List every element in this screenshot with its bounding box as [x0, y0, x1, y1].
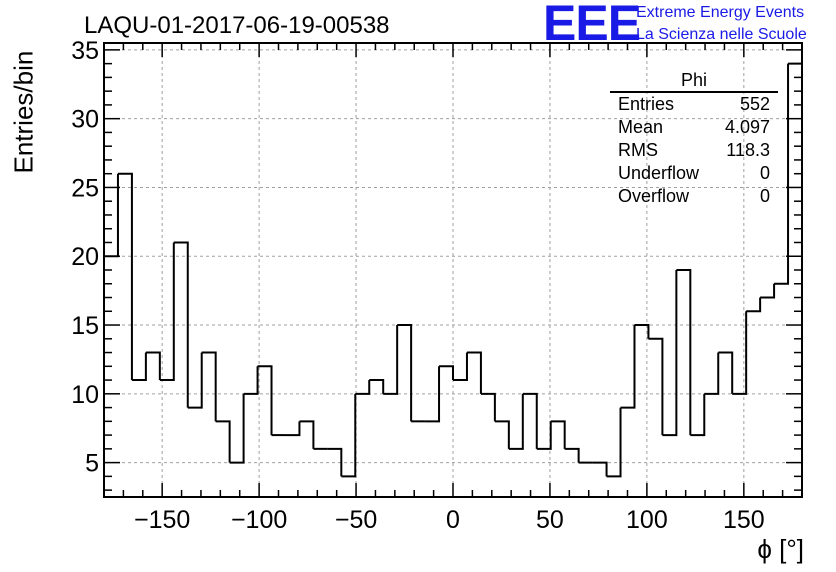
x-tick-label: 150: [723, 506, 765, 534]
stats-value: 118.3: [726, 140, 770, 160]
histogram-bin: [564, 447, 580, 463]
histogram-bin: [173, 241, 189, 408]
y-tick-label: 15: [71, 312, 99, 340]
histogram-bin: [215, 420, 231, 463]
histogram-bin: [131, 352, 147, 382]
x-tick-label: 50: [536, 506, 564, 534]
histogram-bin: [453, 352, 468, 382]
histogram-bin: [536, 421, 552, 450]
histogram-bin: [285, 421, 301, 437]
histogram-bin: [704, 352, 720, 395]
x-tick-label: −150: [134, 506, 190, 534]
stats-value: 552: [739, 94, 770, 114]
y-axis-label: Entries/bin: [8, 50, 39, 174]
stats-value: 4.097: [724, 117, 770, 137]
y-tick-label: 20: [71, 243, 99, 271]
stats-row-underflow: Underflow 0: [610, 162, 778, 185]
stats-row-overflow: Overflow 0: [610, 185, 778, 208]
y-tick-label: 10: [71, 381, 99, 409]
eee-logo: EEE: [543, 0, 641, 51]
histogram-bin: [746, 297, 762, 313]
stats-label: Underflow: [618, 163, 700, 183]
stats-value: 0: [759, 186, 770, 206]
histogram-bin: [732, 311, 748, 395]
histogram-bin: [229, 393, 245, 464]
axis-ticks: [103, 43, 803, 497]
histogram-bin: [187, 352, 203, 409]
histogram-bin: [466, 351, 482, 394]
histogram-bin: [439, 365, 454, 381]
histogram-bin: [508, 393, 524, 450]
x-axis-label: ϕ [°]: [757, 534, 804, 564]
histogram-bin: [550, 420, 566, 449]
chart-title: LAQU-01-2017-06-19-00538: [84, 12, 390, 39]
histogram-bin: [480, 392, 496, 422]
histogram-bin: [159, 242, 175, 382]
histogram-bin: [648, 337, 664, 436]
histogram-bin: [425, 366, 441, 423]
histogram-bin: [718, 351, 734, 394]
histogram-bin: [494, 420, 510, 449]
histogram-bin: [145, 351, 161, 381]
x-tick-label: −50: [335, 506, 377, 534]
stats-label: Overflow: [618, 186, 690, 206]
histogram-bin: [606, 407, 622, 478]
tick-labels: −150 −100 −50 0 50 100 150 5 10 15 20 25 30 35: [71, 37, 765, 534]
x-tick-label: 0: [446, 506, 460, 534]
stats-row-entries: Entries 552: [610, 93, 778, 116]
stats-row-mean: Mean 4.097: [610, 116, 778, 139]
histogram-bin: [299, 420, 315, 449]
y-tick-label: 25: [71, 174, 99, 202]
stats-box: Phi Entries 552 Mean 4.097 RMS 118.3 Und…: [610, 70, 778, 208]
histogram-bin: [201, 351, 217, 422]
histogram-bin: [369, 379, 385, 394]
histogram-bin: [760, 283, 776, 299]
histogram-bin: [690, 393, 706, 437]
logo-subtitle-line2: La Scienza nelle Scuole: [636, 26, 807, 43]
histogram-bars: [104, 62, 802, 478]
logo-subtitle-line1: Extreme Energy Events: [636, 4, 805, 21]
stats-label: Mean: [618, 117, 664, 137]
histogram-bin: [676, 269, 692, 436]
histogram-bin: [117, 172, 133, 381]
y-tick-label: 35: [71, 37, 99, 65]
x-tick-label: −100: [231, 506, 287, 534]
y-tick-label: 5: [85, 450, 99, 478]
histogram-bin: [774, 63, 790, 285]
histogram-bin: [327, 447, 343, 477]
stats-value: 0: [759, 163, 770, 183]
histogram-bin: [620, 325, 636, 409]
histogram-bin: [243, 366, 259, 395]
stats-label: RMS: [618, 140, 658, 160]
histogram-bin: [662, 270, 678, 437]
y-tick-label: 30: [71, 106, 99, 134]
stats-title: Phi: [610, 70, 778, 93]
histogram-bin: [592, 461, 608, 477]
histogram-bin: [634, 324, 650, 339]
histogram-bin: [257, 365, 273, 436]
histogram-bin: [355, 380, 371, 395]
histogram-bin: [383, 325, 399, 395]
histogram-bin: [341, 393, 357, 478]
stats-label: Entries: [618, 94, 675, 114]
x-tick-label: 100: [626, 506, 668, 534]
histogram-bin: [522, 392, 538, 449]
stats-row-rms: RMS 118.3: [610, 139, 778, 162]
histogram-bin: [397, 324, 413, 422]
